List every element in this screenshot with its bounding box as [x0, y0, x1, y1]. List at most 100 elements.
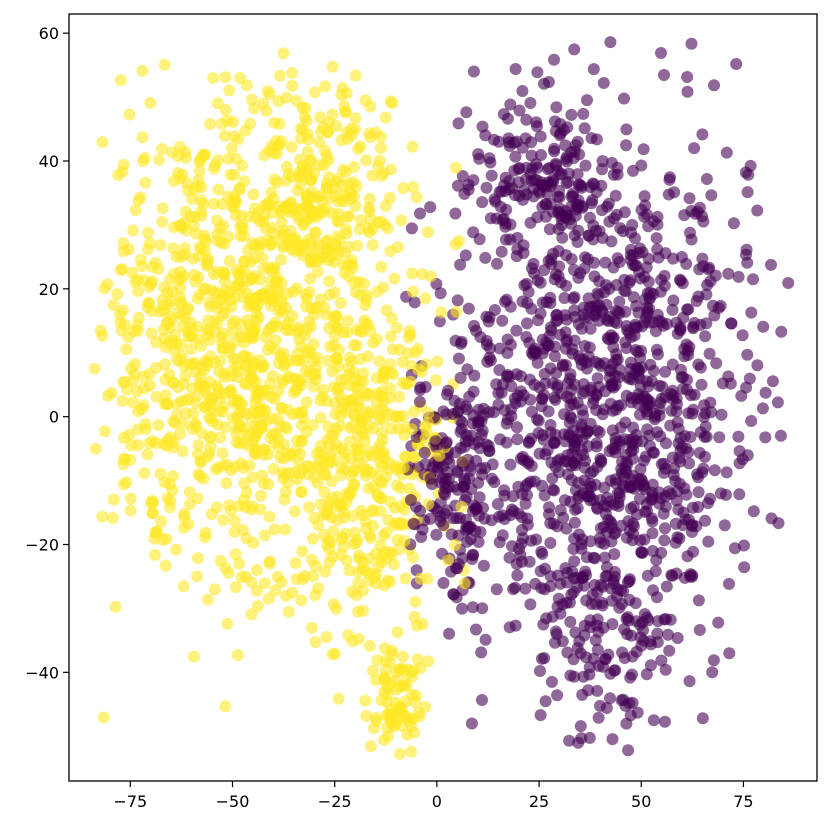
- data-point-purple: [704, 275, 717, 288]
- data-point-purple: [516, 85, 529, 97]
- data-point-yellow: [342, 177, 355, 190]
- data-point-yellow: [388, 272, 401, 285]
- data-point-purple: [702, 535, 715, 548]
- y-tick-label: 0: [49, 408, 59, 427]
- data-point-purple: [676, 277, 689, 290]
- data-point-purple: [534, 130, 547, 143]
- data-point-purple: [658, 69, 670, 81]
- data-point-purple: [560, 333, 573, 346]
- data-point-yellow: [360, 154, 373, 167]
- data-point-yellow: [228, 130, 241, 143]
- data-point-yellow: [402, 331, 415, 344]
- data-point-yellow: [258, 149, 271, 162]
- data-point-purple: [759, 431, 772, 444]
- data-point-purple: [591, 684, 604, 697]
- data-point-purple: [745, 415, 758, 427]
- data-point-purple: [671, 531, 684, 544]
- data-point-yellow: [396, 410, 409, 422]
- data-point-purple: [454, 425, 467, 438]
- data-point-yellow: [374, 505, 387, 518]
- data-point-yellow: [152, 263, 165, 276]
- data-point-yellow: [363, 387, 375, 400]
- data-point-purple: [575, 444, 588, 457]
- data-point-yellow: [296, 405, 309, 418]
- data-point-purple: [503, 621, 516, 634]
- data-point-purple: [657, 457, 670, 470]
- data-point-yellow: [311, 351, 324, 364]
- data-point-yellow: [339, 106, 352, 119]
- data-point-yellow: [229, 548, 242, 561]
- data-point-purple: [553, 184, 565, 197]
- data-point-yellow: [221, 617, 234, 630]
- data-point-yellow: [337, 188, 350, 201]
- data-point-purple: [681, 303, 694, 316]
- data-point-yellow: [412, 363, 425, 376]
- data-point-purple: [525, 149, 538, 162]
- data-point-yellow: [326, 60, 339, 73]
- data-point-purple: [549, 393, 562, 406]
- x-tick-label: 25: [529, 792, 549, 811]
- data-point-yellow: [238, 477, 251, 490]
- data-point-purple: [525, 262, 538, 275]
- data-point-purple: [646, 515, 659, 528]
- data-point-yellow: [303, 501, 316, 514]
- data-point-purple: [694, 426, 707, 439]
- data-point-purple: [580, 427, 593, 440]
- data-point-purple: [576, 403, 589, 416]
- data-point-yellow: [384, 408, 396, 421]
- data-point-yellow: [305, 173, 318, 186]
- data-point-yellow: [191, 570, 204, 583]
- data-point-purple: [625, 391, 638, 404]
- data-point-purple: [681, 85, 694, 98]
- data-point-yellow: [375, 492, 387, 504]
- data-point-yellow: [293, 354, 306, 366]
- data-point-purple: [596, 599, 609, 612]
- data-point-purple: [459, 249, 472, 262]
- data-point-purple: [596, 163, 608, 176]
- data-point-purple: [723, 647, 736, 660]
- data-point-yellow: [397, 650, 409, 663]
- data-point-purple: [497, 212, 510, 225]
- data-point-yellow: [177, 377, 190, 390]
- data-point-yellow: [223, 346, 236, 359]
- data-point-yellow: [247, 380, 259, 393]
- data-point-yellow: [254, 236, 267, 249]
- data-point-yellow: [159, 389, 172, 402]
- data-point-purple: [485, 169, 498, 182]
- data-point-purple: [627, 164, 639, 177]
- data-point-purple: [550, 309, 563, 322]
- data-point-purple: [568, 229, 581, 242]
- data-point-yellow: [331, 321, 344, 333]
- data-point-yellow: [202, 314, 215, 327]
- data-point-purple: [550, 101, 563, 114]
- data-point-purple: [765, 258, 777, 271]
- data-point-purple: [568, 532, 581, 545]
- data-point-purple: [434, 515, 447, 528]
- data-point-purple: [408, 296, 421, 309]
- data-point-yellow: [203, 412, 216, 424]
- data-point-purple: [443, 627, 456, 640]
- data-point-purple: [659, 663, 672, 676]
- data-point-yellow: [307, 191, 320, 204]
- data-point-purple: [698, 450, 711, 463]
- data-point-purple: [622, 744, 635, 757]
- data-point-yellow: [396, 356, 409, 368]
- data-point-purple: [635, 639, 648, 652]
- y-axis: −40 −20 0 20 40 60: [25, 24, 69, 682]
- data-point-purple: [623, 593, 636, 606]
- data-point-purple: [611, 252, 624, 265]
- data-point-yellow: [136, 64, 149, 77]
- data-point-purple: [650, 343, 663, 356]
- data-point-purple: [675, 371, 688, 384]
- data-point-purple: [460, 490, 473, 503]
- data-point-purple: [581, 94, 593, 107]
- data-point-yellow: [192, 552, 204, 565]
- data-point-purple: [624, 709, 637, 722]
- data-point-purple: [465, 717, 478, 730]
- data-point-purple: [616, 479, 629, 492]
- data-point-purple: [521, 489, 533, 502]
- data-point-purple: [644, 659, 657, 672]
- data-point-yellow: [326, 491, 339, 504]
- data-point-yellow: [208, 162, 221, 175]
- data-point-purple: [554, 202, 567, 215]
